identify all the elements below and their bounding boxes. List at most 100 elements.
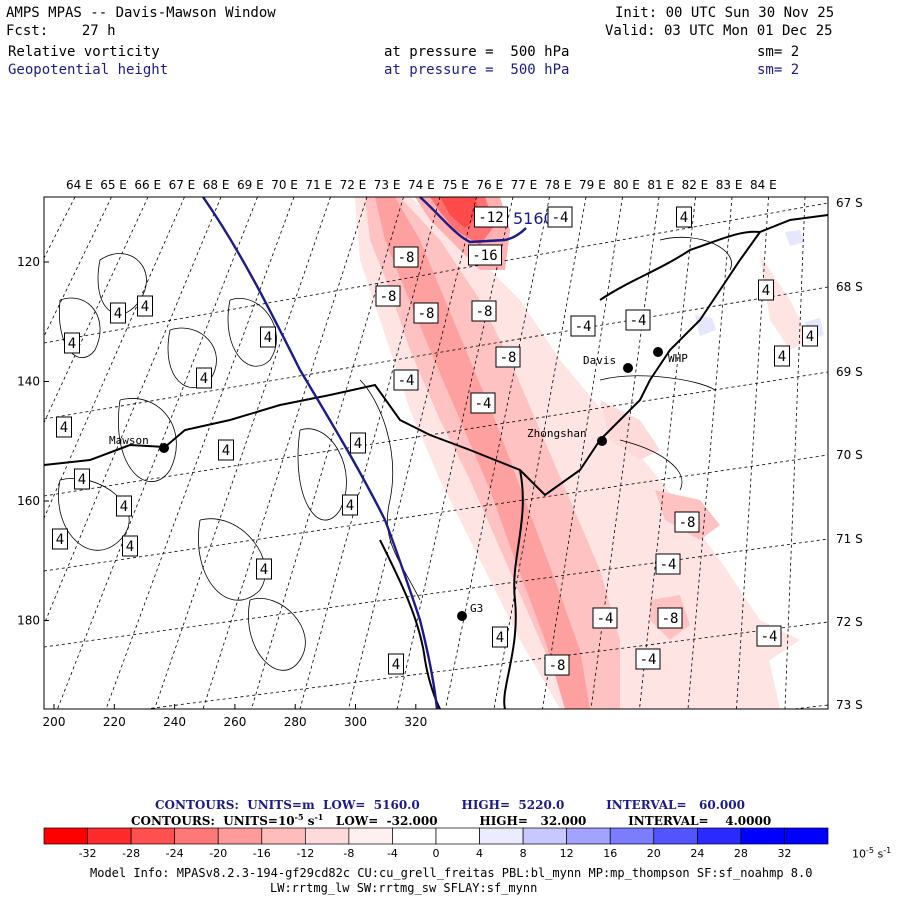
contour-label-box [655,553,681,575]
latitude-label: 73 S [836,698,863,712]
contour-label: 4 [762,283,770,299]
contour-label-box [474,206,508,228]
contour-label-box [116,495,132,517]
latitude-label: 68 S [836,280,863,294]
contour-label-box [413,302,439,324]
contour-label: 4 [200,371,208,387]
colorbar-label: 16 [603,847,618,860]
contour-label-box [74,468,90,490]
longitude-label: 71 E [305,178,332,192]
latitude-label: 69 S [836,365,863,379]
contour-label-box [388,653,404,675]
contour-label: -8 [679,515,696,531]
model-info-line1: Model Info: MPASv8.2.3-194-gf29cd82c CU:… [90,866,813,880]
longitude-label: 65 E [100,178,127,192]
contour-label-box [52,528,68,550]
forecast-hour: Fcst: 27 h [6,23,116,39]
contour-label: -8 [380,289,397,305]
contour-label: -8 [476,304,493,320]
contour-label-box [56,416,72,438]
colorbar-segment [522,827,568,845]
contour-label-box [468,244,502,266]
contour-label: -8 [418,306,435,322]
colorbar-unit: 10-5 s-1 [852,846,891,861]
longitude-label: 79 E [579,178,606,192]
vorticity-contour-range: LOW= -32.000 HIGH= 32.000 INTERVAL= 4.00… [323,814,772,828]
x-tick-label: 220 [103,715,126,729]
contour-label: 4 [778,349,786,365]
contour-label-box [375,285,401,307]
longitude-label: 69 E [237,178,264,192]
contour-label: 4 [114,306,122,322]
field2-smoothing: sm= 2 [757,62,800,78]
contour-label-box [260,326,276,348]
longitude-label: 66 E [134,178,161,192]
y-tick-label: 180 [17,614,40,628]
map-frame [43,196,829,710]
contour-label-box [625,309,651,331]
contour-label-box [758,279,774,301]
station-label: Zhongshan [527,427,587,440]
latitude-label: 71 S [836,532,863,546]
longitude-label: 83 E [716,178,743,192]
contour-label-box [470,392,496,414]
field2-name: Geopotential height [8,62,169,78]
contour-label-box [393,369,419,391]
x-axis-ticks: 200 220 240 260 280 300 320 [43,704,427,729]
y-tick-label: 140 [17,375,40,389]
station-label: Mawson [109,434,149,447]
contour-label: -4 [575,319,592,335]
longitude-label: 68 E [203,178,230,192]
field1-name: Relative vorticity [8,44,160,60]
longitude-label: 73 E [374,178,401,192]
longitude-label: 76 E [476,178,503,192]
contour-label: -8 [398,250,415,266]
contour-label: -4 [475,396,492,412]
x-tick-label: 300 [344,715,367,729]
colorbar-segment [261,827,306,845]
vorticity-contour-exp: -5 [294,812,304,822]
colorbar-segment [696,827,742,845]
contour-label: -8 [500,350,517,366]
y-tick-label: 160 [17,494,40,508]
contour-label-box [657,607,683,629]
contour-label: 4 [392,657,400,673]
station-label: Davis [583,354,616,367]
colorbar-segment [740,827,785,845]
colorbar-segment [479,827,524,845]
y-axis-ticks: 120 140 160 180 [17,255,49,628]
latitude-label: 67 S [836,196,863,210]
contour-label-box [592,607,618,629]
field2-level: at pressure = 500 hPa [384,62,570,78]
contour-label: -4 [630,313,647,329]
init-time: Init: 00 UTC Sun 30 Nov 25 [615,5,835,21]
contour-label: 4 [264,330,272,346]
station-dot [159,443,169,453]
height-contour-label: 5160 [513,209,554,228]
colorbar-unit-exp: -5 [866,846,874,855]
longitude-labels: 64 E 65 E 66 E 67 E 68 E 69 E 70 E 71 E 72 E 73 E… [66,178,777,192]
colorbar-segment [653,827,698,845]
colorbar-segment [566,827,611,845]
x-tick-label: 240 [163,715,186,729]
contour-label-boxes: 4 4 4 4 4 4 4 4 4 4 4 4 4 4 4 4 4 4 4 4 -4 -4 -4 -4 -4 -4 -4 -4 -4 -8… [52,206,818,676]
colorbar-segment [130,827,176,845]
contour-label: 4 [68,336,76,352]
longitude-label: 84 E [750,178,777,192]
contour-label: 4 [346,498,354,514]
colorbar-segment [174,827,219,845]
x-tick-label: 320 [404,715,427,729]
colorbar-unit-base: 10 [852,847,866,861]
colorbar-label: -8 [343,847,355,860]
colorbar-label: 0 [432,847,440,860]
x-tick-label: 200 [43,715,66,729]
latitude-label: 70 S [836,448,863,462]
valid-time: Valid: 03 UTC Mon 01 Dec 25 [605,23,833,39]
contour-label-box [196,367,212,389]
contour-label: 4 [60,420,68,436]
map-plot-area: 5160 4 4 4 4 4 4 4 4 4 4 4 4 4 4 4 4 4 4 4 4 -4 -4 -4 -4 -4 -4 -4 -… [44,197,828,709]
contour-label-box [218,439,234,461]
colorbar-label: -16 [252,847,271,860]
contour-label: 4 [222,443,230,459]
contour-label-box [122,535,138,557]
